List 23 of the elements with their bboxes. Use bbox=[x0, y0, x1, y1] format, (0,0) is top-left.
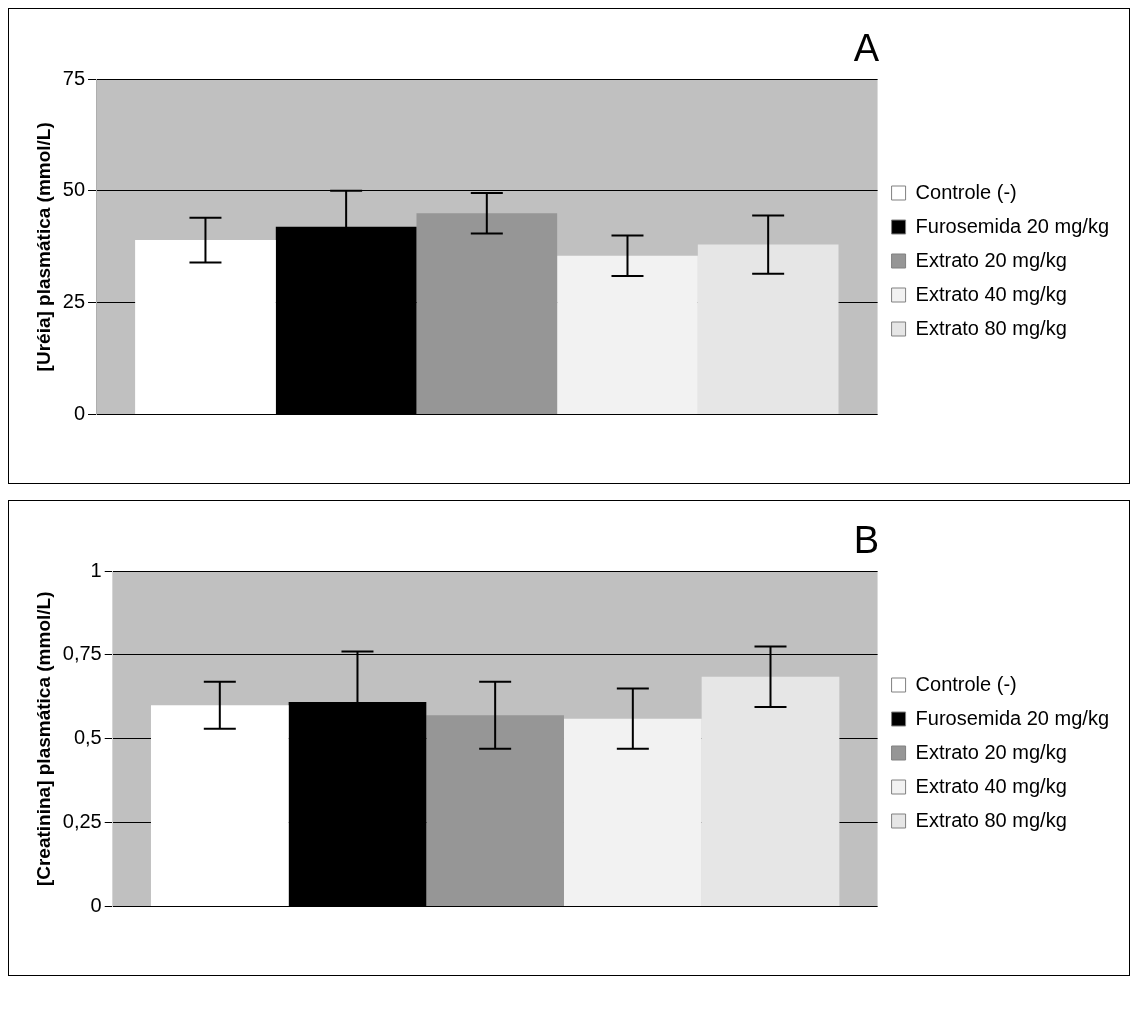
y-tick-label: 25 bbox=[62, 290, 86, 313]
y-tick-label: 75 bbox=[62, 66, 86, 89]
legend-label: Extrato 40 mg/kg bbox=[915, 774, 1067, 797]
legend-label: Extrato 80 mg/kg bbox=[915, 808, 1067, 831]
legend-label: Extrato 20 mg/kg bbox=[915, 248, 1067, 271]
y-tick-label: 0,75 bbox=[62, 642, 102, 665]
y-tick-label: 1 bbox=[90, 558, 102, 581]
y-axis-title: [Uréia] plasmática (mmol/L) bbox=[32, 122, 54, 372]
y-tick-label: 0 bbox=[73, 402, 86, 425]
y-tick-label: 0,5 bbox=[73, 726, 102, 749]
legend-label: Extrato 20 mg/kg bbox=[915, 740, 1067, 763]
y-tick-label: 50 bbox=[62, 178, 86, 201]
y-tick-label: 0,25 bbox=[62, 810, 102, 833]
legend-label: Extrato 40 mg/kg bbox=[915, 282, 1067, 305]
legend-label: Extrato 80 mg/kg bbox=[915, 316, 1067, 339]
legend-label: Controle (-) bbox=[915, 180, 1017, 203]
y-tick-label: 0 bbox=[90, 894, 102, 917]
y-axis-title: [Creatinina] plasmática (mmol/L) bbox=[32, 591, 54, 887]
legend-label: Furosemida 20 mg/kg bbox=[915, 214, 1109, 237]
chart-title: A bbox=[853, 27, 879, 69]
legend-label: Furosemida 20 mg/kg bbox=[915, 706, 1109, 729]
chart-title: B bbox=[853, 519, 879, 561]
legend-label: Controle (-) bbox=[915, 672, 1017, 695]
